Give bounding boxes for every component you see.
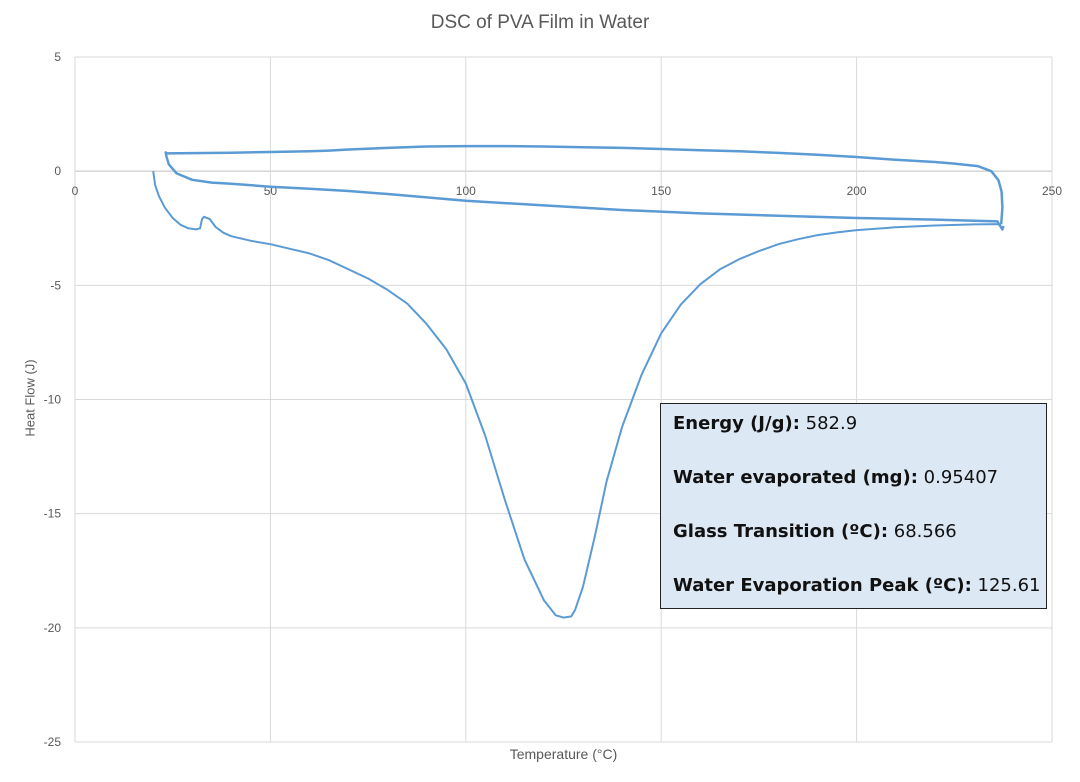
- x-tick-label: 150: [651, 184, 671, 198]
- annotation-value: 68.566: [893, 521, 957, 542]
- y-tick-label: -5: [50, 278, 61, 292]
- annotation-label: Water Evaporation Peak (ºC):: [673, 575, 972, 596]
- y-tick-label: -25: [44, 735, 62, 749]
- y-tick-label: -10: [44, 393, 62, 407]
- annotation-label: Water evaporated (mg):: [673, 467, 918, 488]
- y-tick-label: 5: [54, 50, 61, 64]
- evaporation-peak-annotation: Water Evaporation Peak (ºC): 125.61: [673, 572, 1046, 626]
- chart-title: DSC of PVA Film in Water: [430, 12, 650, 33]
- annotation-value: 125.61: [977, 575, 1041, 596]
- energy-annotation: Energy (J/g): 582.9: [673, 410, 1046, 464]
- annotation-label: Energy (J/g):: [673, 413, 800, 434]
- y-axis-label: Heat Flow (J): [22, 359, 38, 437]
- series-line-2: [164, 144, 1005, 231]
- x-tick-label: 200: [847, 184, 867, 198]
- y-tick-label: -15: [44, 507, 62, 521]
- water-evaporated-annotation: Water evaporated (mg): 0.95407: [673, 464, 1046, 518]
- series-line-1: [152, 171, 1002, 619]
- x-tick-label: 250: [1042, 184, 1062, 198]
- x-tick-label: 100: [456, 184, 476, 198]
- annotation-value: 582.9: [805, 413, 858, 434]
- annotation-label: Glass Transition (ºC):: [673, 521, 889, 542]
- x-tick-label: 0: [72, 184, 79, 198]
- glass-transition-annotation: Glass Transition (ºC): 68.566: [673, 518, 1046, 572]
- annotation-value: 0.95407: [923, 467, 999, 488]
- results-annotation-box: Energy (J/g): 582.9 Water evaporated (mg…: [660, 403, 1047, 609]
- y-tick-label: -20: [44, 621, 62, 635]
- x-axis-label: Temperature (°C): [509, 746, 618, 762]
- y-tick-label: 0: [54, 164, 61, 178]
